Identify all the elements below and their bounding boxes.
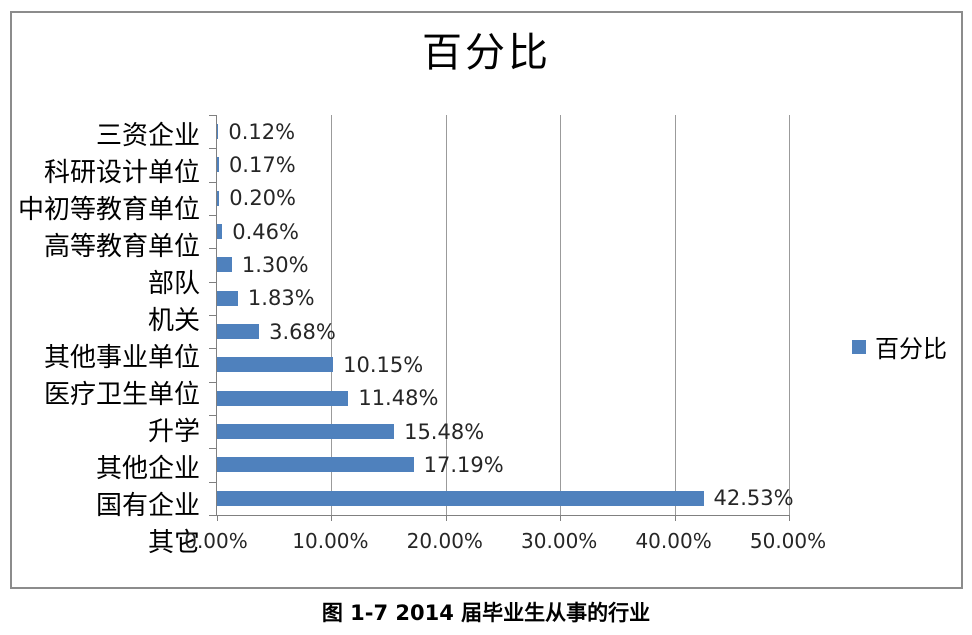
- bar: [217, 457, 414, 473]
- bar: [217, 290, 238, 306]
- x-axis-tick: [560, 515, 562, 521]
- bar-value-label: 0.17%: [228, 152, 296, 177]
- gridline: [331, 115, 333, 515]
- x-axis-tick-label: 50.00%: [749, 529, 827, 553]
- category-label: 高等教育单位: [43, 232, 200, 262]
- bar-row: 15.48%: [217, 415, 789, 448]
- x-axis-tick: [445, 515, 447, 521]
- bar: [217, 390, 349, 406]
- category-label: 医疗卫生单位: [43, 380, 200, 410]
- category-label: 国有企业: [95, 491, 200, 521]
- bar: [217, 224, 223, 240]
- category-axis-labels: 三资企业科研设计单位中初等教育单位高等教育单位部队机关其他事业单位 医疗卫生单位升…: [12, 115, 204, 558]
- bar-value-label: 11.48%: [358, 386, 439, 411]
- category-label: 部队: [147, 269, 200, 299]
- figure-caption: 图 1-7 2014 届毕业生从事的行业: [321, 601, 651, 625]
- category-axis-tick: [209, 215, 216, 216]
- x-axis-tick: [789, 515, 790, 521]
- category-axis-tick: [209, 448, 216, 450]
- bar-value-label: 0.12%: [228, 119, 296, 144]
- bar-row: 0.20%: [217, 182, 789, 215]
- x-axis-tick-label: 30.00%: [521, 529, 598, 553]
- category-label: 升学: [147, 417, 200, 447]
- bar: [217, 124, 219, 140]
- bar: [217, 490, 704, 506]
- bar-row: 3.68%: [217, 315, 789, 348]
- legend-label: 百分比: [875, 335, 947, 363]
- bar-value-label: 1.83%: [247, 286, 315, 311]
- bar-value-label: 17.19%: [423, 452, 504, 477]
- gridline: [445, 115, 447, 515]
- bar-row: 1.30%: [217, 248, 789, 281]
- category-axis-tick: [209, 181, 216, 183]
- plot-area: 0.12% 0.17% 0.20% 0.46% 1.30% 1.83% 3.68% 10.15…: [209, 115, 794, 521]
- x-axis-tick-label: 10.00%: [292, 529, 369, 553]
- category-label: 其他事业单位: [43, 343, 200, 373]
- bar-row: 0.17%: [217, 148, 789, 181]
- value-axis-labels: 0.00% 10.00% 20.00% 30.00% 40.00% 50.00%: [184, 529, 826, 559]
- gridline: [560, 115, 562, 515]
- bar-value-label: 0.46%: [232, 219, 299, 244]
- chart-frame: 百分比 三资企业科研设计单位中初等教育单位高等教育单位部队机关其他事业单位 医疗卫…: [10, 11, 963, 589]
- bar: [217, 257, 232, 273]
- bar-value-label: 10.15%: [343, 352, 424, 377]
- bar-row: 0.12%: [217, 115, 789, 148]
- bar-row: 17.19%: [217, 448, 789, 481]
- bar-value-label: 1.30%: [241, 252, 309, 277]
- category-axis-tick: [209, 315, 216, 316]
- bar: [217, 324, 260, 340]
- category-axis-tick: [209, 515, 216, 516]
- bar-value-label: 3.68%: [269, 319, 336, 344]
- category-axis-tick: [209, 248, 216, 250]
- category-label: 三资企业: [95, 121, 200, 151]
- bar-value-label: 0.20%: [229, 186, 296, 211]
- bar-row: 1.83%: [217, 282, 789, 315]
- bar-value-label: 42.53%: [713, 486, 794, 511]
- bar-row: 11.48%: [217, 382, 789, 415]
- x-axis-tick: [331, 515, 333, 521]
- bar-value-label: 15.48%: [404, 419, 485, 444]
- category-label: 科研设计单位: [43, 158, 200, 188]
- bar-row: 42.53%: [217, 482, 794, 515]
- gridline: [674, 115, 676, 515]
- bar-row: 10.15%: [217, 348, 789, 381]
- bar-row: 0.46%: [217, 215, 789, 248]
- category-label: 其他企业: [95, 454, 200, 484]
- category-axis-tick: [209, 281, 216, 283]
- chart-title: 百分比: [422, 30, 551, 76]
- category-axis-tick: [209, 381, 216, 383]
- x-axis-tick: [674, 515, 676, 521]
- category-label: 机关: [147, 306, 200, 336]
- category-label: 其它: [147, 528, 200, 558]
- x-axis-tick: [217, 515, 218, 521]
- category-label: 中初等教育单位: [17, 195, 200, 225]
- category-axis-tick: [209, 348, 216, 350]
- gridline: [789, 115, 790, 515]
- category-axis-tick: [209, 148, 216, 150]
- category-axis-tick: [209, 481, 216, 483]
- category-axis-tick: [209, 415, 216, 416]
- bar: [217, 424, 395, 440]
- x-axis-tick-label: 0.00%: [184, 529, 248, 553]
- bar: [217, 190, 220, 206]
- category-axis-tick: [209, 115, 216, 116]
- legend-swatch-icon: [852, 339, 866, 354]
- bar: [217, 357, 334, 373]
- x-axis-tick-label: 40.00%: [635, 529, 712, 553]
- x-axis-tick-label: 20.00%: [406, 529, 483, 553]
- legend: 百分比: [852, 329, 947, 364]
- bar: [217, 157, 219, 173]
